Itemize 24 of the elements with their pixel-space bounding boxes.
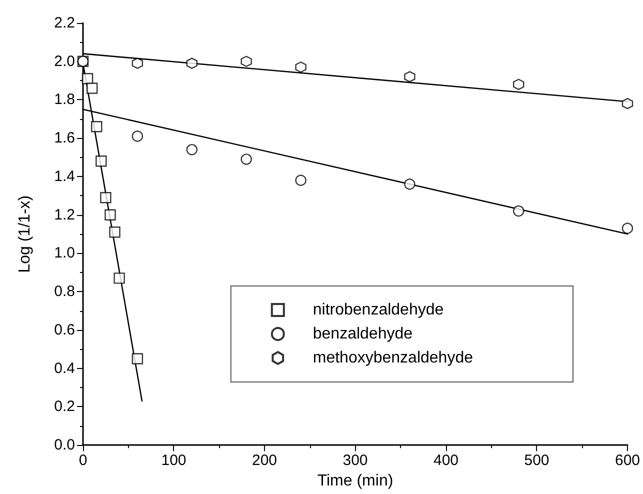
legend-label: methoxybenzaldehyde (312, 350, 474, 366)
x-tick-label: 100 (161, 452, 186, 470)
x-axis-title: Time (min) (317, 472, 394, 490)
y-tick-label: 1.2 (54, 206, 75, 224)
y-tick-label: 0.6 (54, 321, 75, 338)
x-tick-label: 200 (252, 452, 278, 470)
y-tick-label: 0.2 (54, 398, 75, 416)
x-tick-label: 500 (524, 452, 550, 470)
x-tick-label: 300 (342, 452, 368, 470)
legend-label: nitrobenzaldehyde (312, 302, 444, 318)
y-tick-label: 0.0 (54, 436, 75, 454)
y-tick-label: 0.4 (54, 360, 75, 377)
y-tick-label: 2.0 (54, 52, 75, 70)
y-tick-label: 0.8 (54, 283, 75, 300)
x-tick-label: 400 (433, 452, 459, 470)
y-tick-label: 1.6 (54, 130, 75, 147)
y-tick-label: 1.0 (54, 244, 75, 262)
y-axis-title: Log (1/1-x) (16, 195, 34, 273)
y-tick-label: 1.4 (54, 168, 75, 185)
y-tick-label: 1.8 (54, 91, 75, 108)
legend-label: benzaldehyde (312, 326, 413, 342)
x-tick-label: 600 (614, 452, 640, 470)
y-tick-label: 2.2 (54, 14, 75, 32)
x-tick-label: 0 (78, 452, 88, 470)
